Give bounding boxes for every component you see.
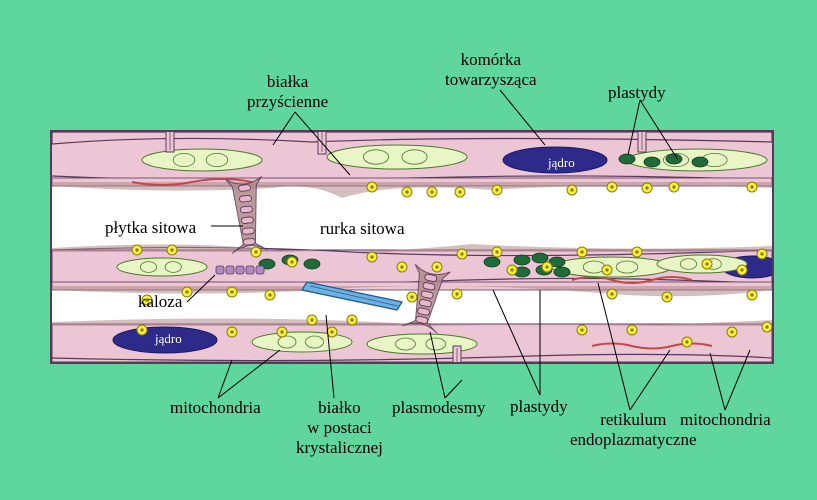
label-retikulum: retikulumendoplazmatyczne: [570, 410, 697, 450]
label-mitochondria_left: mitochondria: [170, 398, 261, 418]
label-komorka_towarzyszaca: komórkatowarzysząca: [445, 50, 537, 90]
label-mitochondria_right: mitochondria: [680, 410, 771, 430]
nucleus-label-bottom: jądro: [155, 331, 182, 347]
label-plytka_sitowa: płytka sitowa: [105, 218, 196, 238]
label-kaloza: kaloza: [138, 292, 182, 312]
label-plasmodesmy: plasmodesmy: [392, 398, 486, 418]
label-rurka_sitowa: rurka sitowa: [320, 219, 405, 239]
cell-diagram: [52, 132, 772, 362]
nucleus-label-top: jądro: [548, 155, 575, 171]
label-plastydy_top: plastydy: [608, 83, 666, 103]
label-plastydy_bottom: plastydy: [510, 397, 568, 417]
diagram-frame: [50, 130, 774, 364]
label-bialka_przyscienne: białkaprzyścienne: [247, 72, 328, 112]
label-bialko_krystal: białkow postacikrystalicznej: [296, 398, 383, 458]
